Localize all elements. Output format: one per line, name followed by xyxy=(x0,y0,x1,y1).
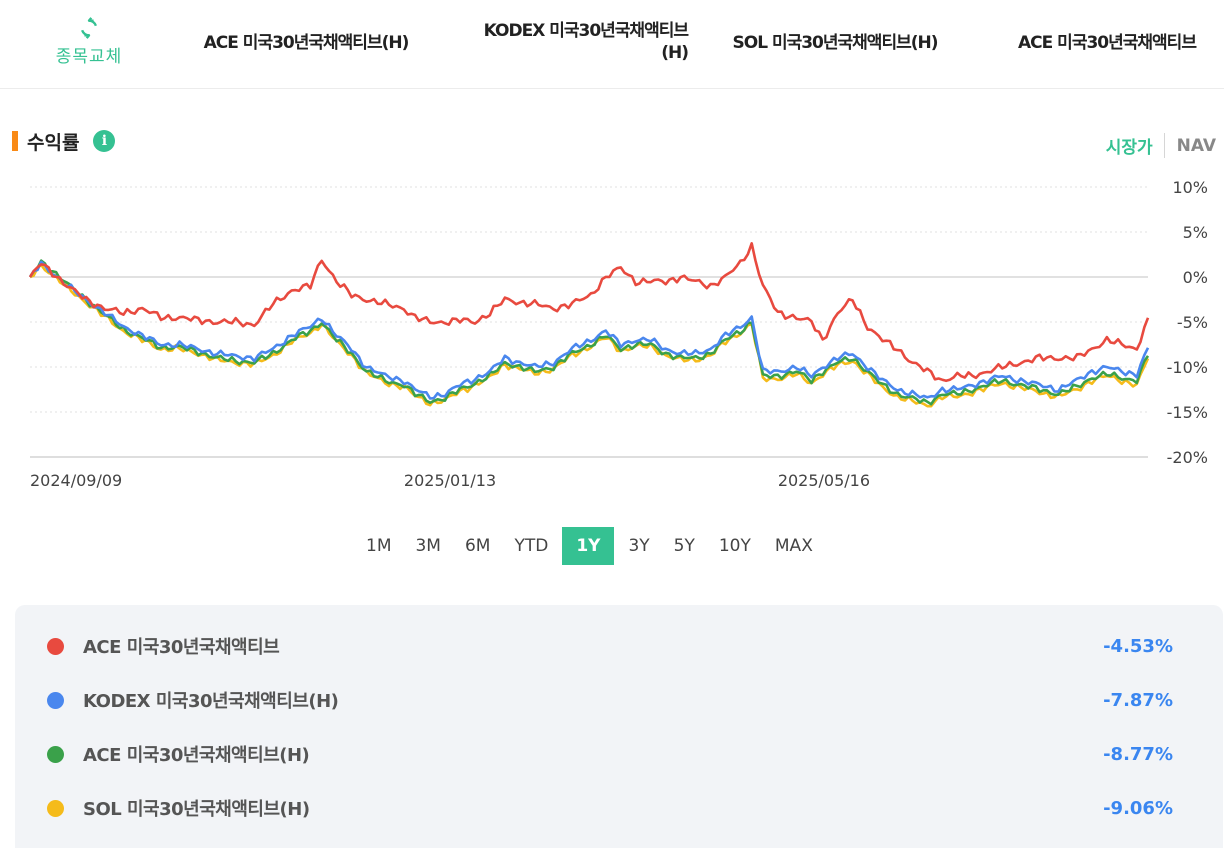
series-line-2 xyxy=(28,259,1150,406)
legend-color-dot xyxy=(47,799,64,817)
title-accent-bar xyxy=(12,131,18,151)
returns-title: 수익률 xyxy=(27,131,80,154)
legend-color-dot xyxy=(47,691,64,709)
etf-tab-kodex-hedged[interactable]: KODEX 미국30년국채액티브 (H) xyxy=(448,20,689,64)
swap-etf-label: 종목교체 xyxy=(55,47,123,67)
etf-compare-header: 종목교체 ACE 미국30년국채액티브(H) KODEX 미국30년국채액티브 … xyxy=(0,0,1224,89)
legend-row: SOL 미국30년국채액티브(H) -9.06% xyxy=(15,793,1223,823)
legend-etf-name: KODEX 미국30년국채액티브(H) xyxy=(83,691,339,712)
y-tick-label: 10% xyxy=(1172,178,1208,197)
legend-etf-name: ACE 미국30년국채액티브(H) xyxy=(83,745,310,766)
x-tick-label: 2024/09/09 xyxy=(30,471,122,490)
info-icon[interactable]: i xyxy=(93,130,116,152)
period-button-6m[interactable]: 6M xyxy=(464,536,491,556)
etf-tab-ace-unhedged[interactable]: ACE 미국30년국채액티브 xyxy=(1018,33,1197,53)
chart-series-lines xyxy=(28,242,1150,408)
period-button-1y[interactable]: 1Y xyxy=(562,527,615,565)
legend-etf-name: SOL 미국30년국채액티브(H) xyxy=(83,799,310,820)
legend-return-value: -8.77% xyxy=(1103,743,1173,765)
legend-return-value: -4.53% xyxy=(1103,635,1173,657)
chart-y-tick-labels: 10% 5% 0% -5% -10% -15% -20% xyxy=(1167,178,1208,467)
returns-line-chart: 10% 5% 0% -5% -10% -15% -20% 2024/09/09 2025/01… xyxy=(28,178,1208,490)
period-selector: 1M 3M 6M YTD 1Y 3Y 5Y 10Y MAX xyxy=(354,527,825,565)
period-button-3m[interactable]: 3M xyxy=(415,536,441,556)
chart-x-tick-labels: 2024/09/09 2025/01/13 2025/05/16 xyxy=(30,471,870,490)
etf-tab-kodex-line2: (H) xyxy=(661,43,689,63)
legend-row: KODEX 미국30년국채액티브(H) -7.87% xyxy=(15,685,1223,715)
y-tick-label: 0% xyxy=(1183,268,1208,287)
toggle-market-price[interactable]: 시장가 xyxy=(1106,133,1165,158)
etf-tab-sol-hedged[interactable]: SOL 미국30년국채액티브(H) xyxy=(732,33,939,53)
legend-return-value: -7.87% xyxy=(1103,689,1173,711)
legend-etf-name: ACE 미국30년국채액티브 xyxy=(83,637,280,658)
y-tick-label: 5% xyxy=(1183,223,1208,242)
series-line-1 xyxy=(28,260,1150,400)
legend-return-value: -9.06% xyxy=(1103,797,1173,819)
legend-color-dot xyxy=(47,637,64,655)
legend-row: ACE 미국30년국채액티브 -4.53% xyxy=(15,631,1223,661)
y-tick-label: -20% xyxy=(1167,448,1208,467)
x-tick-label: 2025/05/16 xyxy=(778,471,870,490)
chart-gridlines xyxy=(30,186,1148,458)
swap-etf-button[interactable]: 종목교체 xyxy=(40,16,138,67)
period-button-max[interactable]: MAX xyxy=(774,536,813,556)
y-tick-label: -15% xyxy=(1167,403,1208,422)
period-button-ytd[interactable]: YTD xyxy=(514,536,549,556)
period-button-5y[interactable]: 5Y xyxy=(673,536,695,556)
y-tick-label: -5% xyxy=(1177,313,1208,332)
period-button-3y[interactable]: 3Y xyxy=(628,536,650,556)
toggle-nav[interactable]: NAV xyxy=(1176,135,1216,156)
returns-legend: ACE 미국30년국채액티브 -4.53% KODEX 미국30년국채액티브(H) -… xyxy=(15,605,1223,848)
price-type-toggle: 시장가 NAV xyxy=(1106,133,1216,158)
series-line-0 xyxy=(28,242,1150,383)
x-tick-label: 2025/01/13 xyxy=(404,471,496,490)
y-tick-label: -10% xyxy=(1167,358,1208,377)
legend-color-dot xyxy=(47,745,64,763)
refresh-icon xyxy=(80,17,98,39)
etf-tab-ace-hedged[interactable]: ACE 미국30년국채액티브(H) xyxy=(203,33,410,53)
period-button-1m[interactable]: 1M xyxy=(366,536,392,556)
series-line-3 xyxy=(29,263,1150,408)
period-button-10y[interactable]: 10Y xyxy=(718,536,751,556)
legend-row: ACE 미국30년국채액티브(H) -8.77% xyxy=(15,739,1223,769)
etf-tab-kodex-line1: KODEX 미국30년국채액티브 xyxy=(483,21,689,41)
returns-section-title: 수익률 i xyxy=(12,128,116,154)
